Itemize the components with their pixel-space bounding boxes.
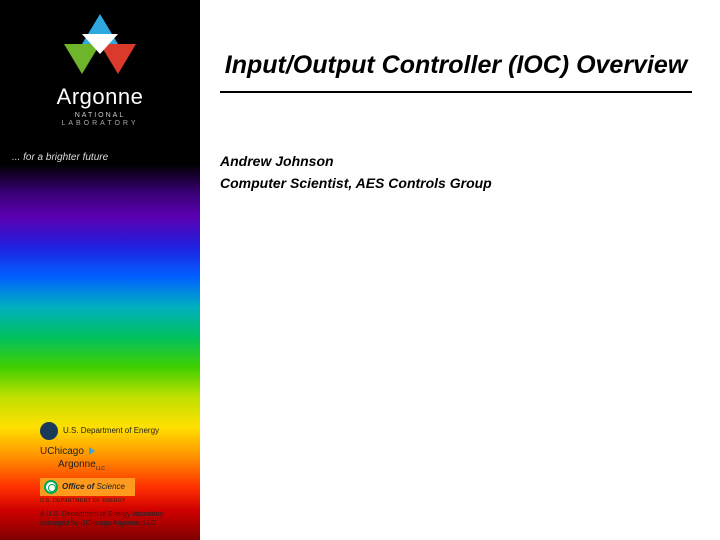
argonne-logo: Argonne NATIONAL LABORATORY bbox=[0, 14, 200, 127]
uchicago-logo: UChicago bbox=[40, 446, 190, 457]
doe-text: U.S. Department of Energy bbox=[63, 427, 159, 436]
slide-title: Input/Output Controller (IOC) Overview bbox=[220, 50, 692, 93]
office-of-science-badge: Office of Science bbox=[40, 478, 135, 496]
doe-seal-icon bbox=[40, 422, 58, 440]
triangle-mini-icon bbox=[89, 447, 95, 455]
content-area: Input/Output Controller (IOC) Overview A… bbox=[200, 0, 720, 540]
argonne-llc-sub: LLC bbox=[96, 466, 105, 472]
sponsor-block: U.S. Department of Energy UChicago Argon… bbox=[40, 422, 190, 504]
office-line2: Science bbox=[97, 482, 125, 491]
sidebar: Argonne NATIONAL LABORATORY ... for a br… bbox=[0, 0, 200, 540]
uchicago-rest: Chicago bbox=[47, 446, 84, 457]
slide: Argonne NATIONAL LABORATORY ... for a br… bbox=[0, 0, 720, 540]
org-sub1: NATIONAL bbox=[0, 112, 200, 119]
managed-line2: managed by UChicago Argonne, LLC bbox=[40, 520, 200, 528]
author-role: Computer Scientist, AES Controls Group bbox=[220, 175, 692, 191]
argonne-llc: ArgonneLLC bbox=[58, 459, 190, 472]
managed-line1: A U.S. Department of Energy laboratory bbox=[40, 511, 200, 519]
org-name: Argonne bbox=[0, 84, 200, 110]
doe-row: U.S. Department of Energy bbox=[40, 422, 190, 440]
org-sub2: LABORATORY bbox=[0, 120, 200, 127]
science-ring-icon bbox=[44, 480, 58, 494]
author-name: Andrew Johnson bbox=[220, 153, 692, 169]
managed-by: A U.S. Department of Energy laboratory m… bbox=[40, 511, 200, 528]
doe-tiny-text: U.S. DEPARTMENT OF ENERGY bbox=[40, 498, 190, 504]
argonne-small-text: Argonne bbox=[58, 459, 96, 470]
argonne-triangle-icon bbox=[64, 14, 136, 78]
office-line1: Office of bbox=[62, 482, 94, 491]
office-of-science-text: Office of Science bbox=[62, 483, 125, 491]
tagline: ... for a brighter future bbox=[12, 152, 108, 163]
